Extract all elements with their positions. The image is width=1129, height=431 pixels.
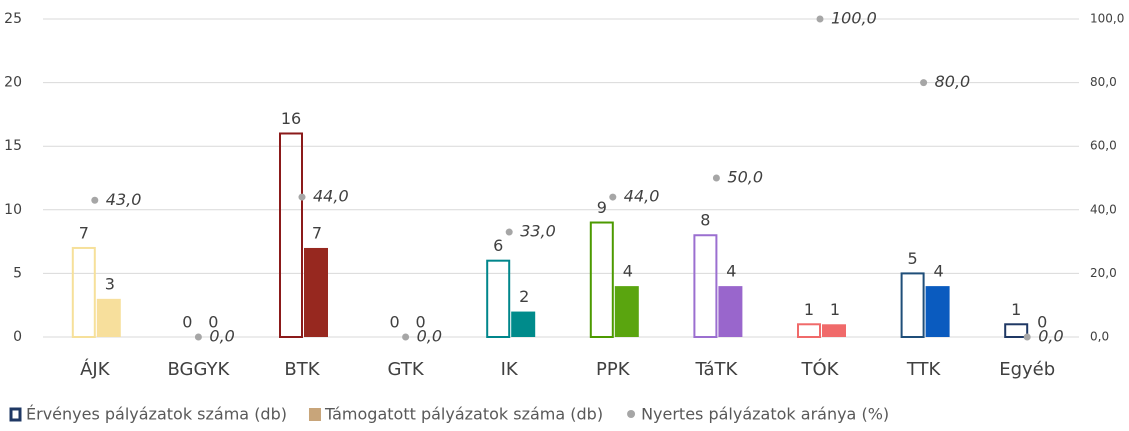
x-tick-label: TTK — [906, 359, 942, 380]
point — [712, 174, 720, 182]
data-label: 44,0 — [313, 187, 349, 206]
legend-swatch — [9, 407, 22, 422]
y-tick-label: 15 — [4, 138, 22, 154]
bar — [797, 323, 821, 338]
x-tick-label: ÁJK — [80, 358, 111, 380]
data-label: 1 — [804, 300, 814, 319]
bar — [822, 324, 846, 337]
data-label: 3 — [105, 274, 115, 293]
bar — [925, 286, 950, 337]
y2-tick-label: 60,0 — [1090, 139, 1117, 153]
y2-tick-label: 100,0 — [1090, 12, 1124, 26]
bar — [71, 246, 96, 339]
y2-tick-label: 20,0 — [1090, 266, 1117, 280]
bar — [511, 311, 536, 337]
data-label: 7 — [79, 223, 89, 242]
bar — [693, 234, 718, 339]
data-label: 8 — [700, 211, 710, 230]
point — [505, 228, 513, 236]
data-label: 5 — [908, 249, 918, 268]
data-label: 0 — [1037, 313, 1047, 332]
bar — [900, 272, 925, 338]
data-label: 1 — [830, 300, 840, 319]
data-label: 0,0 — [209, 327, 234, 346]
data-label: 0 — [390, 313, 400, 332]
data-label: 9 — [597, 198, 607, 217]
y2-tick-label: 80,0 — [1090, 75, 1117, 89]
y-tick-label: 5 — [13, 265, 22, 281]
data-label: 44,0 — [624, 187, 660, 206]
data-label: 0 — [208, 313, 218, 332]
data-label: 16 — [281, 109, 301, 128]
y-tick-label: 10 — [4, 202, 22, 218]
bar — [304, 247, 328, 337]
legend-label: Érvényes pályázatok száma (db) — [26, 405, 287, 424]
point — [91, 196, 99, 204]
x-tick-label: TÓK — [801, 358, 840, 380]
data-label: 50,0 — [727, 168, 763, 187]
data-label: 0,0 — [1038, 327, 1063, 346]
legend-label: Nyertes pályázatok aránya (%) — [641, 405, 889, 424]
data-label: 80,0 — [935, 72, 971, 91]
bar — [486, 259, 511, 338]
data-label: 1 — [1011, 300, 1021, 319]
point — [298, 193, 306, 201]
data-label: 43,0 — [106, 190, 142, 209]
point — [920, 79, 928, 87]
data-label: 0 — [182, 313, 192, 332]
data-label: 7 — [312, 223, 322, 242]
y-tick-label: 0 — [13, 329, 22, 345]
data-label: 100,0 — [831, 9, 877, 28]
data-label: 0,0 — [417, 327, 442, 346]
point — [1023, 333, 1031, 341]
bar — [718, 286, 743, 337]
bar — [1004, 323, 1029, 338]
x-tick-label: BGGYK — [167, 359, 230, 380]
y-tick-label: 20 — [4, 75, 22, 91]
bar — [614, 286, 639, 337]
point — [609, 193, 617, 201]
y-tick-label: 25 — [4, 11, 22, 27]
point — [402, 333, 410, 341]
point — [194, 333, 202, 341]
bar — [589, 221, 614, 339]
legend-swatch — [308, 408, 321, 421]
x-tick-label: GTK — [388, 359, 425, 380]
legend-swatch — [627, 410, 636, 418]
data-label: 4 — [623, 262, 633, 281]
data-label: 4 — [726, 262, 736, 281]
x-tick-label: IK — [501, 359, 519, 380]
bar — [279, 132, 303, 338]
x-tick-label: PPK — [596, 359, 631, 380]
y2-tick-label: 40,0 — [1090, 202, 1117, 216]
data-label: 4 — [934, 262, 944, 281]
legend-label: Támogatott pályázatok száma (db) — [324, 405, 603, 424]
data-label: 6 — [493, 236, 503, 255]
data-label: 33,0 — [520, 222, 556, 241]
data-label: 0 — [416, 313, 426, 332]
x-tick-label: TáTK — [694, 359, 738, 380]
y2-tick-label: 0,0 — [1090, 330, 1109, 344]
x-tick-label: BTK — [284, 359, 320, 380]
point — [816, 15, 824, 23]
bar — [96, 298, 121, 337]
data-label: 2 — [519, 287, 529, 306]
x-tick-label: Egyéb — [999, 359, 1055, 380]
